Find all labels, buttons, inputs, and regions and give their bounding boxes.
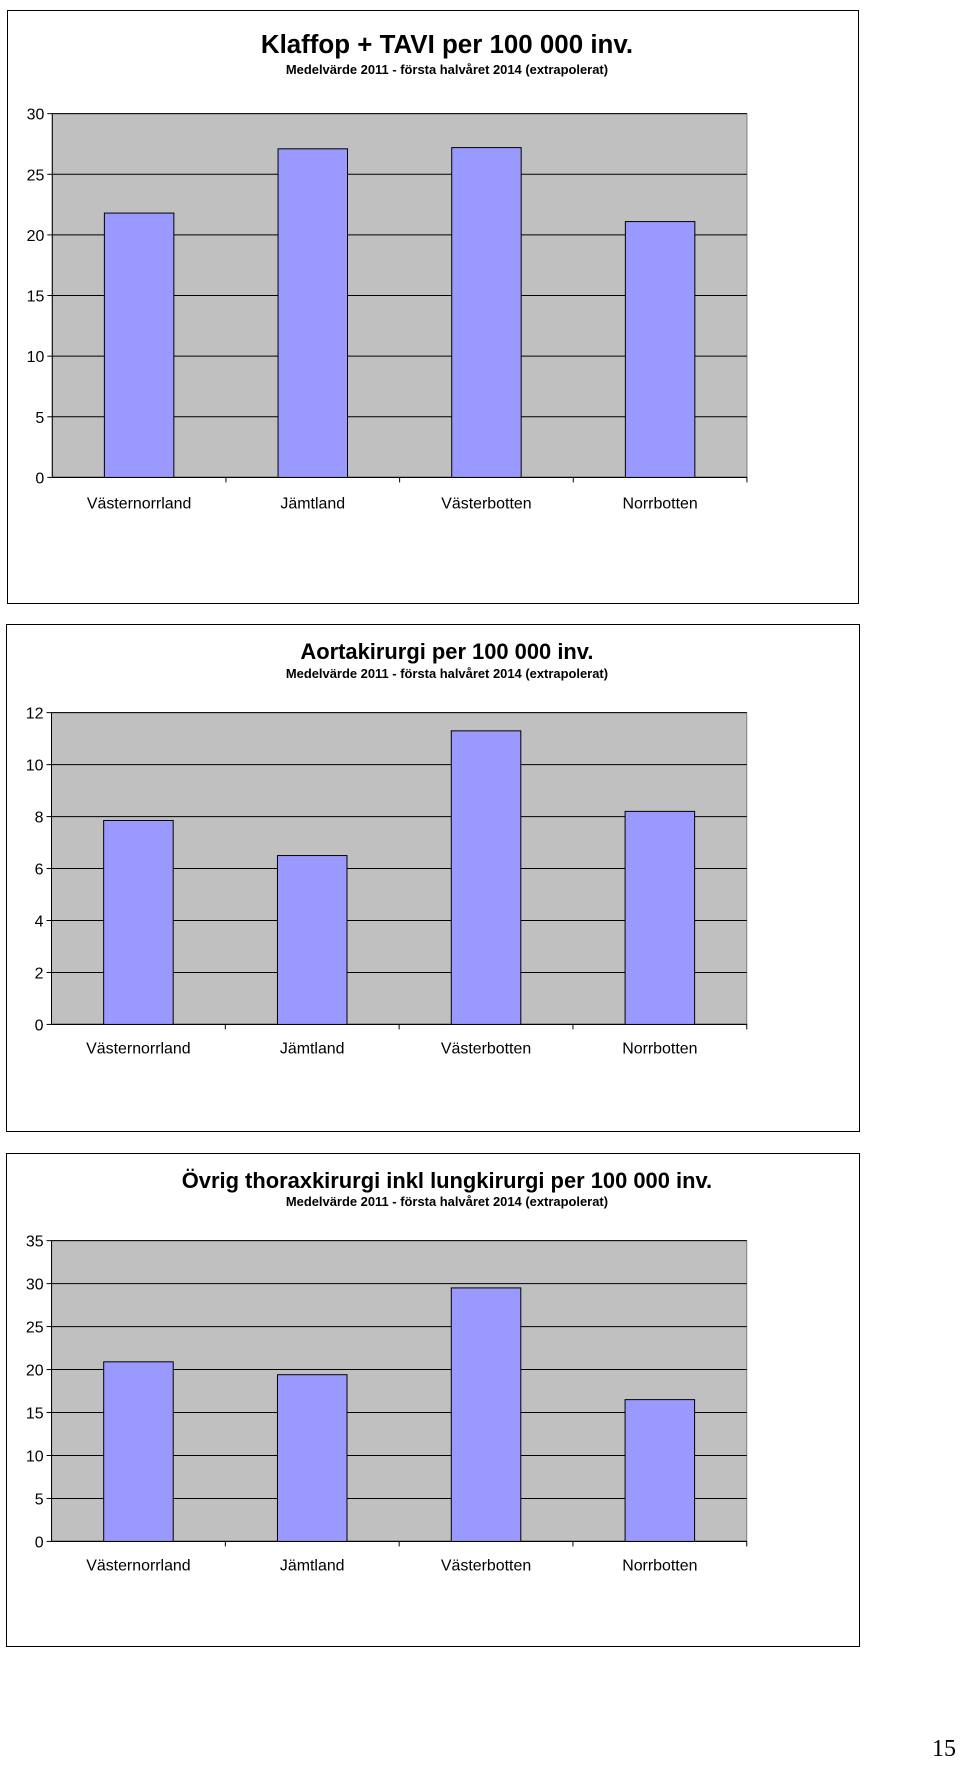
y-tick-label: 0 (35, 470, 44, 487)
y-tick-label: 30 (26, 1277, 44, 1294)
chart-subtitle: Medelvärde 2011 - första halvåret 2014 (… (286, 1194, 608, 1209)
y-tick-label: 15 (27, 289, 45, 306)
chart-svg-2: Övrig thoraxkirurgi inkl lungkirurgi per… (26, 1168, 748, 1574)
x-tick-label: Västerbotten (441, 495, 531, 512)
chart-title: Klaffop + TAVI per 100 000 inv. (261, 31, 633, 59)
chart-subtitle: Medelvärde 2011 - första halvåret 2014 (… (286, 666, 608, 681)
chart-aortakirurgi: Aortakirurgi per 100 000 inv. Medelvärde … (6, 624, 860, 1132)
y-tick-label: 6 (35, 862, 44, 879)
bar (624, 1399, 696, 1542)
y-tick-label: 2 (35, 965, 44, 982)
x-tick-label: Västerbotten (441, 1557, 531, 1574)
y-tick-label: 20 (27, 228, 45, 245)
x-tick-label: Norrbotten (622, 1040, 697, 1057)
chart-svg-1: Aortakirurgi per 100 000 inv. Medelvärde … (26, 639, 748, 1057)
chart-subtitle: Medelvärde 2011 - första halvåret 2014 (… (286, 62, 608, 77)
bar (103, 1361, 174, 1542)
x-tick-label: Västernorrland (87, 495, 192, 512)
bar (624, 221, 696, 478)
x-tick-label: Jämtland (280, 1040, 345, 1057)
y-tick-label: 12 (26, 706, 44, 723)
bar (450, 1287, 522, 1542)
x-tick-label: Västernorrland (86, 1557, 190, 1574)
bar (276, 855, 348, 1025)
y-tick-label: 0 (35, 1017, 44, 1034)
chart-ovrig-thoraxkirurgi: Övrig thoraxkirurgi inkl lungkirurgi per… (6, 1153, 860, 1647)
bar (276, 1374, 348, 1542)
x-tick-label: Norrbotten (622, 495, 697, 512)
bar (103, 212, 175, 478)
y-tick-label: 15 (26, 1405, 44, 1422)
x-tick-label: Västerbotten (441, 1040, 531, 1057)
y-tick-label: 35 (26, 1234, 44, 1251)
chart-svg-0: Klaffop + TAVI per 100 000 inv. Medelvärd… (27, 31, 748, 512)
chart-klaffop-tavi: Klaffop + TAVI per 100 000 inv. Medelvärd… (7, 10, 859, 604)
y-tick-label: 4 (35, 913, 44, 930)
y-tick-label: 30 (27, 107, 45, 124)
y-tick-label: 25 (26, 1320, 44, 1337)
bar (277, 148, 349, 478)
y-tick-label: 20 (26, 1363, 44, 1380)
y-tick-label: 5 (35, 410, 44, 427)
bar (450, 730, 522, 1025)
y-tick-label: 25 (27, 167, 45, 184)
x-tick-label: Norrbotten (622, 1557, 697, 1574)
y-tick-label: 8 (35, 810, 44, 827)
y-tick-label: 10 (26, 1448, 44, 1465)
y-tick-label: 10 (27, 349, 45, 366)
page-number: 15 (932, 1736, 956, 1762)
x-tick-label: Jämtland (280, 495, 345, 512)
bar (451, 147, 522, 478)
bar (624, 810, 696, 1025)
y-tick-label: 10 (26, 758, 44, 775)
bar (103, 819, 174, 1025)
x-tick-label: Västernorrland (86, 1040, 190, 1057)
y-tick-label: 5 (35, 1491, 44, 1508)
chart-title: Övrig thoraxkirurgi inkl lungkirurgi per… (182, 1168, 712, 1193)
chart-title: Aortakirurgi per 100 000 inv. (300, 639, 593, 664)
x-tick-label: Jämtland (280, 1557, 345, 1574)
y-tick-label: 0 (35, 1534, 44, 1551)
